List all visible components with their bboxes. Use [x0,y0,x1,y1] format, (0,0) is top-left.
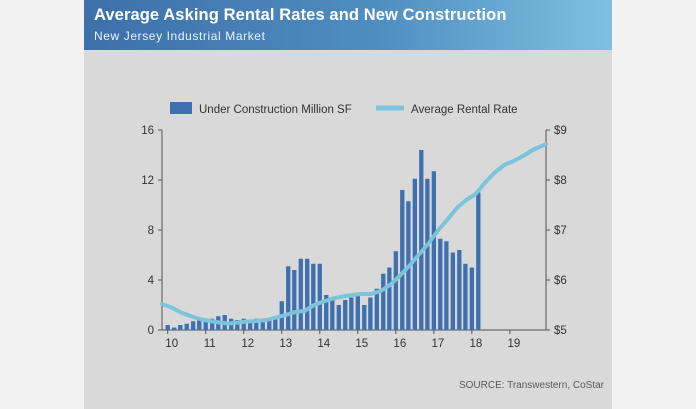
legend: Under Construction Million SF Average Re… [170,102,518,116]
bar [191,321,196,330]
bar [172,327,177,330]
bar [165,325,170,330]
bar [349,297,354,330]
bar [463,263,468,330]
legend-label-line: Average Rental Rate [411,104,518,116]
chart-card: Average Asking Rental Rates and New Cons… [84,0,612,409]
y-right-tick-label: $9 [554,125,567,137]
bar [248,322,253,330]
bar [203,320,208,330]
bar [425,178,430,330]
bar [343,300,348,330]
x-tick-label: 10 [165,338,178,350]
chart-subtitle: New Jersey Industrial Market [94,29,266,43]
y-left-tick-label: 0 [148,325,154,337]
bar [210,318,215,330]
x-tick-label: 16 [393,338,406,350]
bar-series [165,150,481,330]
bar [184,323,189,330]
bar [450,252,456,330]
x-tick-label: 14 [317,338,330,350]
bar [355,295,360,330]
y-left-tick-label: 16 [141,125,154,137]
x-tick-label: 17 [431,338,444,350]
x-tick-label: 19 [507,338,520,350]
bar [476,192,481,330]
bar [235,320,240,330]
bar [444,241,449,330]
bar [393,251,398,330]
x-tick-label: 18 [469,338,482,350]
y-left-tick-label: 12 [141,175,154,187]
legend-label-bars: Under Construction Million SF [199,104,352,116]
bar [368,297,373,330]
bar [336,305,341,330]
bar [412,178,417,330]
y-right-tick-label: $8 [554,175,567,187]
bar [254,318,259,330]
bar [438,238,443,330]
bar [317,263,322,330]
bar [431,171,436,330]
x-tick-label: 12 [241,338,254,350]
bar [311,263,316,330]
bar [305,258,310,330]
axes: 0 4 8 12 16 $5 $6 $7 $8 $9 10 11 12 13 14 15 16 17 18 19 [141,125,567,350]
bar [292,270,297,330]
source-note: SOURCE: Transwestern, CoStar [458,380,604,391]
bar [273,318,278,330]
bar [419,150,424,330]
bar [400,190,405,330]
bar [330,300,335,330]
bar [374,288,379,330]
y-left-tick-label: 4 [148,275,155,287]
bar [381,273,386,330]
line-series [160,142,548,326]
bar [324,295,329,330]
x-tick-label: 13 [279,338,292,350]
bar [469,267,475,330]
bar [178,325,183,330]
bar [197,320,202,330]
y-left-tick-label: 8 [148,225,154,237]
bar [267,318,272,330]
bar [387,267,392,330]
x-tick-label: 11 [204,338,216,350]
bar [241,318,246,330]
bar [457,250,462,330]
bar [298,258,303,330]
bar [362,305,367,330]
y-right-tick-label: $7 [554,225,567,237]
combo-chart: Under Construction Million SF Average Re… [141,102,567,350]
legend-swatch-bars [170,102,192,114]
x-tick-label: 15 [355,338,368,350]
y-right-tick-label: $6 [554,275,567,287]
bar [286,266,291,330]
bar [260,320,265,330]
chart-title: Average Asking Rental Rates and New Cons… [94,6,507,24]
chart-header: Average Asking Rental Rates and New Cons… [84,0,612,50]
y-right-tick-label: $5 [554,325,567,337]
rental-rate-line [160,142,548,326]
